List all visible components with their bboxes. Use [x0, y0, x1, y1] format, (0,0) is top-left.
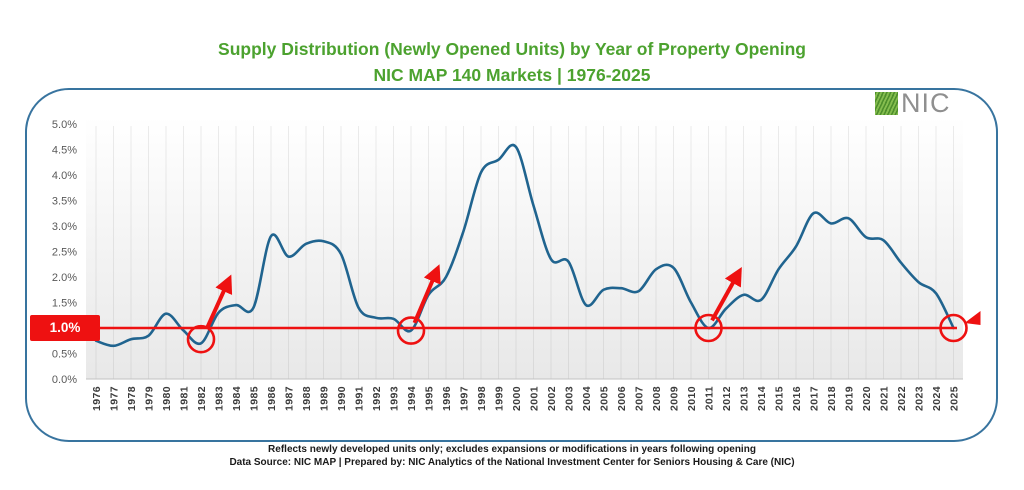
highlight-circle-2011: [694, 313, 723, 343]
x-axis-label: 1995: [423, 386, 435, 411]
trend-arrow-1: [205, 274, 233, 329]
x-axis-label: 1976: [91, 386, 103, 411]
x-axis-label: 2015: [773, 386, 785, 411]
x-axis-label: 2023: [913, 386, 925, 411]
x-axis-label: 1983: [213, 386, 225, 411]
x-axis-label: 2025: [948, 386, 960, 411]
supply-series-line: [94, 143, 955, 348]
y-axis-label: 3.5%: [52, 196, 77, 208]
x-axis-label: 1999: [493, 386, 505, 411]
x-axis-label: 2013: [738, 386, 750, 411]
x-axis-label: 1978: [126, 386, 138, 411]
x-axis-label: 2001: [528, 386, 540, 411]
x-axis-label: 2004: [581, 386, 593, 411]
x-axis-label: 1986: [266, 386, 278, 411]
y-axis-label: 1.5%: [52, 298, 77, 310]
x-axis-label: 1984: [231, 386, 243, 411]
x-axis-label: 2002: [546, 386, 558, 411]
nic-logo: NIC: [875, 88, 951, 118]
x-axis-label: 1981: [178, 386, 190, 411]
x-axis-label: 2016: [791, 386, 803, 411]
x-axis-label: 2009: [668, 386, 680, 411]
x-axis-label: 2008: [651, 386, 663, 411]
chart-title: Supply Distribution (Newly Opened Units)…: [0, 36, 1024, 88]
x-axis-label: 2007: [633, 386, 645, 411]
highlight-circle-2025: [939, 313, 968, 343]
x-axis-label: 1979: [143, 386, 155, 411]
x-axis-label: 1998: [476, 386, 488, 411]
trend-arrow-3: [710, 267, 742, 322]
highlight-circle-1994: [396, 316, 426, 345]
x-axis-label: 2021: [878, 386, 890, 411]
nic-logo-icon: [875, 92, 898, 115]
x-axis-label: 2017: [808, 386, 820, 411]
x-axis-label: 1989: [318, 386, 330, 411]
x-axis-label: 1977: [108, 386, 120, 411]
footnote-line2: Data Source: NIC MAP | Prepared by: NIC …: [229, 457, 795, 468]
x-axis-label: 2011: [703, 386, 715, 410]
x-axis-label: 2014: [756, 386, 768, 411]
x-axis-label: 2003: [563, 386, 575, 411]
x-axis-label: 2000: [511, 386, 523, 411]
x-axis-label: 1980: [161, 386, 173, 411]
chart-title-line1: Supply Distribution (Newly Opened Units)…: [218, 39, 806, 59]
x-axis-label: 2010: [686, 386, 698, 411]
x-axis-label: 1990: [336, 386, 348, 411]
chart-title-line2: NIC MAP 140 Markets | 1976-2025: [373, 65, 651, 85]
x-axis-label: 1987: [283, 386, 295, 411]
trend-arrow-2: [412, 264, 441, 324]
x-axis-label: 1982: [196, 386, 208, 411]
footnote-line1: Reflects newly developed units only; exc…: [268, 444, 756, 455]
highlight-circle-1982: [186, 324, 216, 354]
x-axis-label: 2022: [896, 386, 908, 411]
nic-logo-text: NIC: [901, 88, 951, 118]
y-axis-label: 5.0%: [52, 119, 77, 131]
x-axis-label: 1994: [406, 386, 418, 411]
x-axis-label: 1985: [248, 386, 260, 411]
x-axis-label: 1996: [441, 386, 453, 411]
y-axis-label: 4.5%: [52, 145, 77, 157]
x-axis-label: 1991: [353, 386, 365, 411]
threshold-badge: 1.0%: [30, 315, 100, 341]
y-axis-label: 3.0%: [52, 221, 77, 233]
x-axis-label: 1993: [388, 386, 400, 411]
y-axis-label: 2.5%: [52, 247, 77, 259]
footnote: Reflects newly developed units only; exc…: [0, 444, 1024, 468]
y-axis-label: 0.0%: [52, 374, 77, 386]
x-axis-label: 2005: [598, 386, 610, 411]
x-axis-label: 1997: [458, 386, 470, 411]
y-axis-label: 2.0%: [52, 272, 77, 284]
end-arrow-marker: [964, 311, 981, 325]
x-axis-label: 2018: [826, 386, 838, 411]
x-axis-label: 2006: [616, 386, 628, 411]
x-axis-label: 2012: [721, 386, 733, 411]
y-axis-label: 4.0%: [52, 170, 77, 182]
x-axis-label: 1988: [301, 386, 313, 411]
x-axis-label: 2019: [843, 386, 855, 411]
plot-background: [86, 116, 963, 379]
x-axis-label: 2024: [931, 386, 943, 411]
x-axis-label: 1992: [371, 386, 383, 411]
x-axis-label: 2020: [861, 386, 873, 411]
y-axis-label: 0.5%: [52, 349, 77, 361]
